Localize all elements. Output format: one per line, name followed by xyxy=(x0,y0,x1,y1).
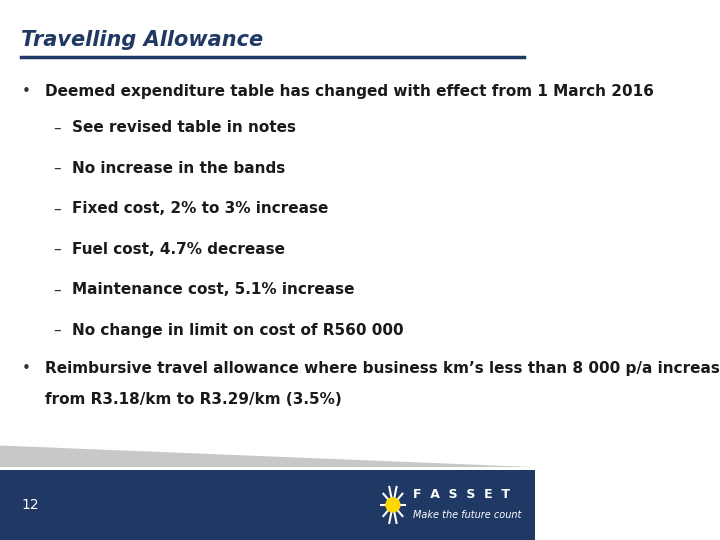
Text: •: • xyxy=(22,361,30,376)
Text: 12: 12 xyxy=(22,498,39,512)
Text: Travelling Allowance: Travelling Allowance xyxy=(22,30,264,50)
Text: from R3.18/km to R3.29/km (3.5%): from R3.18/km to R3.29/km (3.5%) xyxy=(45,392,342,407)
Circle shape xyxy=(386,498,400,512)
Text: Make the future count: Make the future count xyxy=(413,510,521,519)
Text: Deemed expenditure table has changed with effect from 1 March 2016: Deemed expenditure table has changed wit… xyxy=(45,84,654,99)
Text: F  A  S  S  E  T: F A S S E T xyxy=(413,488,510,501)
Text: See revised table in notes: See revised table in notes xyxy=(72,120,296,136)
Text: Fuel cost, 4.7% decrease: Fuel cost, 4.7% decrease xyxy=(72,242,285,257)
Text: –: – xyxy=(53,323,61,338)
Text: –: – xyxy=(53,161,61,176)
Text: –: – xyxy=(53,201,61,217)
Text: Maintenance cost, 5.1% increase: Maintenance cost, 5.1% increase xyxy=(72,282,355,298)
Text: –: – xyxy=(53,242,61,257)
Text: •: • xyxy=(22,84,30,99)
Text: –: – xyxy=(53,282,61,298)
Text: No increase in the bands: No increase in the bands xyxy=(72,161,285,176)
Polygon shape xyxy=(0,446,534,467)
Text: Fixed cost, 2% to 3% increase: Fixed cost, 2% to 3% increase xyxy=(72,201,328,217)
Text: –: – xyxy=(53,120,61,136)
Text: No change in limit on cost of R560 000: No change in limit on cost of R560 000 xyxy=(72,323,404,338)
Text: Reimbursive travel allowance where business km’s less than 8 000 p/a increased: Reimbursive travel allowance where busin… xyxy=(45,361,720,376)
Polygon shape xyxy=(0,470,534,540)
